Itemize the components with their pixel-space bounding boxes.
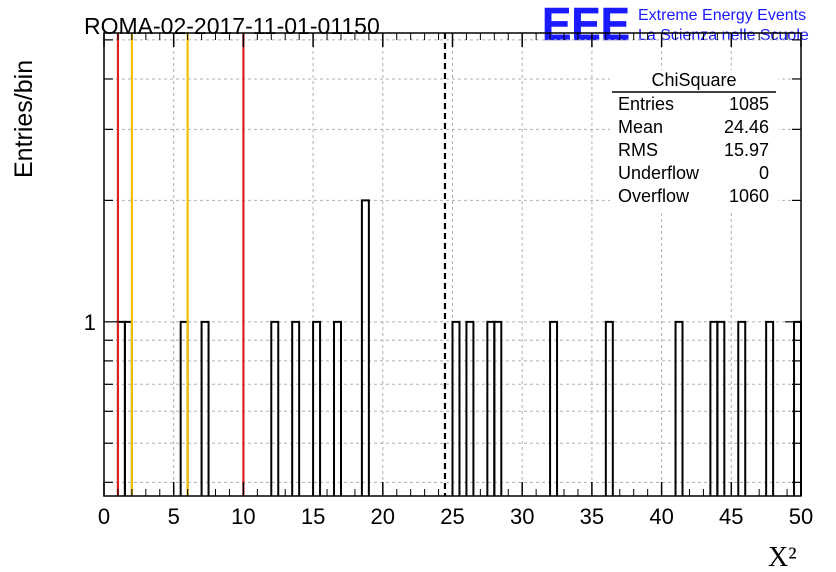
histogram-bin: [737, 320, 747, 496]
histogram-bin: [200, 320, 210, 496]
x-axis-label: X²: [768, 542, 797, 572]
logo-line1: Extreme Energy Events: [638, 7, 806, 24]
histogram-bin: [716, 320, 726, 496]
x-tick-label: 15: [301, 504, 325, 529]
x-tick-label: 20: [371, 504, 395, 529]
stats-row-label: Overflow: [618, 186, 690, 206]
stats-rows: Entries 1085 Mean 24.46 RMS 15.97 Underflow 0 Ov…: [618, 94, 769, 206]
stats-row-value: 15.97: [724, 140, 769, 160]
histogram-bin: [291, 320, 301, 496]
histogram-bin: [493, 320, 503, 496]
x-tick-label: 40: [649, 504, 673, 529]
x-tick-label: 0: [98, 504, 110, 529]
x-tick-label: 5: [168, 504, 180, 529]
eee-logo: EEE Extreme Energy Events La Scienza nel…: [542, 0, 809, 50]
histogram-bin: [765, 320, 775, 496]
axes: 0 5 10 15 20 25 30 35 40 45 50 1: [84, 32, 813, 529]
stats-row-label: Entries: [618, 94, 674, 114]
x-tick-label: 30: [510, 504, 534, 529]
y-tick-label: 1: [84, 310, 96, 335]
histogram-bars: [116, 199, 802, 496]
stats-box: ChiSquare Entries 1085 Mean 24.46 RMS 15.97 Un…: [610, 70, 778, 210]
x-tick-label: 10: [231, 504, 255, 529]
histogram-bin: [709, 320, 719, 496]
stats-row-value: 0: [759, 163, 769, 183]
histogram-bin: [312, 320, 322, 496]
stats-row-label: Underflow: [618, 163, 700, 183]
stats-row-label: Mean: [618, 117, 663, 137]
x-tick-label: 35: [580, 504, 604, 529]
reference-lines: [116, 33, 447, 496]
histogram-bin: [270, 320, 280, 496]
histogram-bin: [793, 320, 802, 496]
stats-box-bg: [610, 70, 778, 210]
histogram-bin: [360, 199, 370, 496]
stats-row-value: 1085: [729, 94, 769, 114]
histogram-bin: [674, 320, 684, 496]
x-tick-label: 25: [440, 504, 464, 529]
histogram-bin: [486, 320, 496, 496]
histogram-bin: [451, 320, 461, 496]
histogram-bin: [549, 320, 559, 496]
logo-text: EEE: [542, 0, 630, 50]
y-axis-label: Entries/bin: [10, 60, 38, 178]
histogram-bin: [333, 320, 342, 496]
stats-title: ChiSquare: [651, 70, 736, 90]
logo-line2: La Scienza nelle Scuole: [638, 27, 809, 44]
stats-row-label: RMS: [618, 140, 658, 160]
histogram-bin: [465, 320, 475, 496]
run-label: ROMA-02-2017-11-01-01150: [84, 13, 380, 39]
stats-row-value: 24.46: [724, 117, 769, 137]
histogram-bin: [604, 320, 614, 496]
x-tick-label: 50: [789, 504, 813, 529]
stats-row-value: 1060: [729, 186, 769, 206]
x-tick-label: 45: [719, 504, 743, 529]
